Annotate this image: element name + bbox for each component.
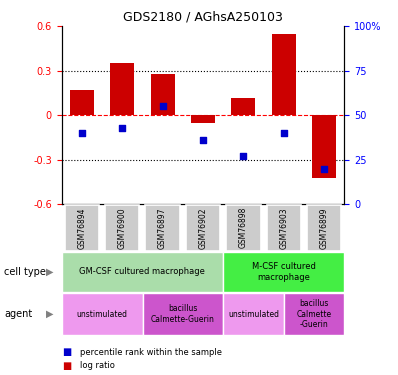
Title: GDS2180 / AGhsA250103: GDS2180 / AGhsA250103	[123, 11, 283, 24]
Point	[160, 104, 166, 110]
Bar	[186, 205, 220, 251]
Bar	[150, 74, 175, 116]
Text: GM-CSF cultured macrophage: GM-CSF cultured macrophage	[80, 267, 205, 276]
Bar	[271, 34, 296, 116]
Bar	[223, 252, 344, 292]
Text: ▶: ▶	[46, 267, 53, 277]
Point	[79, 130, 85, 136]
Bar	[191, 116, 215, 123]
Bar	[223, 293, 284, 335]
Bar	[267, 205, 301, 251]
Bar	[145, 205, 180, 251]
Bar	[307, 205, 341, 251]
Bar	[142, 293, 223, 335]
Bar	[312, 116, 336, 178]
Text: GSM76903: GSM76903	[279, 207, 288, 249]
Text: GSM76898: GSM76898	[239, 207, 248, 249]
Bar	[62, 293, 142, 335]
Text: ■: ■	[62, 361, 71, 370]
Text: bacillus
Calmette-Guerin: bacillus Calmette-Guerin	[151, 304, 215, 324]
Text: GSM76902: GSM76902	[199, 207, 207, 249]
Text: ▶: ▶	[46, 309, 53, 319]
Text: cell type: cell type	[4, 267, 46, 277]
Bar	[110, 63, 135, 116]
Point	[119, 125, 125, 131]
Text: bacillus
Calmette
-Guerin: bacillus Calmette -Guerin	[297, 299, 332, 329]
Point	[281, 130, 287, 136]
Text: percentile rank within the sample: percentile rank within the sample	[80, 348, 222, 357]
Text: agent: agent	[4, 309, 32, 319]
Bar	[105, 205, 139, 251]
Text: GSM76897: GSM76897	[158, 207, 167, 249]
Point	[240, 153, 246, 159]
Text: GSM76899: GSM76899	[320, 207, 329, 249]
Text: unstimulated: unstimulated	[76, 310, 128, 319]
Text: ■: ■	[62, 348, 71, 357]
Bar	[284, 293, 344, 335]
Bar	[231, 98, 256, 116]
Bar	[62, 252, 223, 292]
Bar	[226, 205, 261, 251]
Text: unstimulated: unstimulated	[228, 310, 279, 319]
Point	[321, 166, 327, 172]
Text: GSM76900: GSM76900	[118, 207, 127, 249]
Text: M-CSF cultured
macrophage: M-CSF cultured macrophage	[252, 262, 316, 282]
Bar	[65, 205, 99, 251]
Text: GSM76894: GSM76894	[77, 207, 86, 249]
Point	[200, 137, 206, 143]
Text: log ratio: log ratio	[80, 361, 115, 370]
Bar	[70, 90, 94, 116]
